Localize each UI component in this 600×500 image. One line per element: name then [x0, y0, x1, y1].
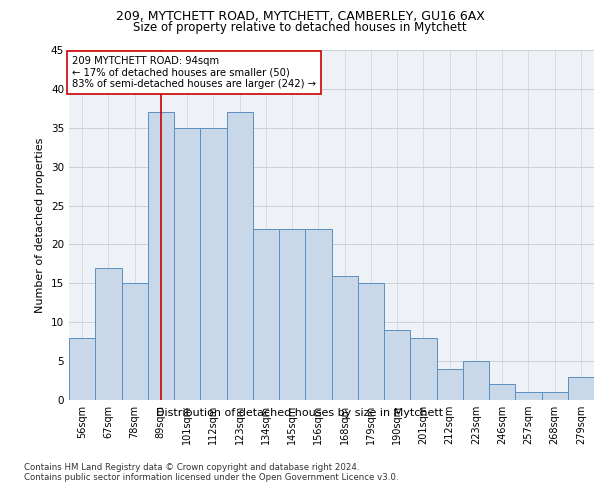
Bar	[384, 330, 410, 400]
Text: Contains HM Land Registry data © Crown copyright and database right 2024.
Contai: Contains HM Land Registry data © Crown c…	[24, 462, 398, 482]
Bar	[515, 392, 542, 400]
Bar	[305, 229, 331, 400]
Text: Size of property relative to detached houses in Mytchett: Size of property relative to detached ho…	[133, 22, 467, 35]
Bar	[358, 284, 384, 400]
Text: 209, MYTCHETT ROAD, MYTCHETT, CAMBERLEY, GU16 6AX: 209, MYTCHETT ROAD, MYTCHETT, CAMBERLEY,…	[116, 10, 484, 23]
Bar	[253, 229, 279, 400]
Bar	[489, 384, 515, 400]
Bar	[200, 128, 227, 400]
Bar	[542, 392, 568, 400]
Bar	[121, 284, 148, 400]
Bar	[174, 128, 200, 400]
Y-axis label: Number of detached properties: Number of detached properties	[35, 138, 46, 312]
Bar	[410, 338, 437, 400]
Bar	[95, 268, 121, 400]
Bar	[437, 369, 463, 400]
Bar	[568, 376, 594, 400]
Bar	[463, 361, 489, 400]
Bar	[69, 338, 95, 400]
Text: 209 MYTCHETT ROAD: 94sqm
← 17% of detached houses are smaller (50)
83% of semi-d: 209 MYTCHETT ROAD: 94sqm ← 17% of detach…	[71, 56, 316, 90]
Bar	[148, 112, 174, 400]
Bar	[331, 276, 358, 400]
Bar	[279, 229, 305, 400]
Bar	[227, 112, 253, 400]
Text: Distribution of detached houses by size in Mytchett: Distribution of detached houses by size …	[157, 408, 443, 418]
